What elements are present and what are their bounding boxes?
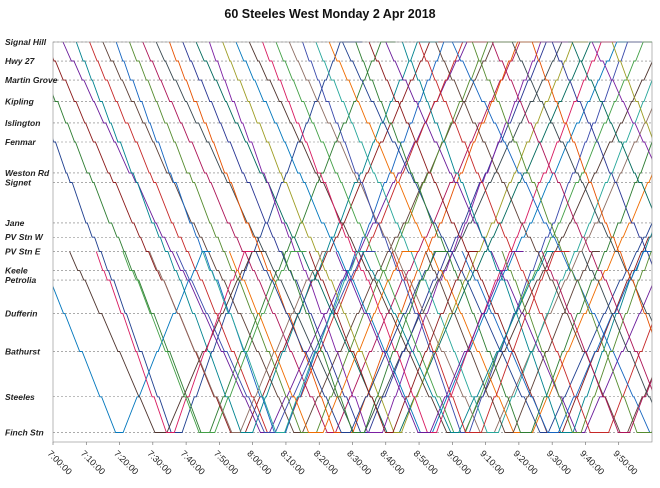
trip-line: [53, 41, 363, 433]
x-tick-label: 8:30:00: [345, 448, 373, 476]
x-tick-label: 7:20:00: [112, 448, 140, 476]
trip-line: [169, 41, 553, 433]
trip-line: [541, 251, 652, 433]
stop-label: Dufferin: [5, 308, 37, 318]
trip-line: [611, 41, 652, 139]
x-tick-label: 9:40:00: [578, 448, 606, 476]
trip-line: [75, 41, 439, 433]
trip-line: [501, 251, 652, 433]
stop-label: Petrolia: [5, 275, 36, 285]
x-tick-label: 7:50:00: [212, 448, 240, 476]
x-tick-label: 7:00:00: [46, 448, 74, 476]
trip-line: [175, 251, 376, 433]
x-tick-label: 9:00:00: [445, 448, 473, 476]
x-tick-label: 8:20:00: [312, 448, 340, 476]
time-tick-labels: 7:00:00 7:10:00 7:20:00 7:30:00 7:40:00 7:50:…: [46, 448, 640, 476]
stop-label: Martin Grove: [5, 75, 58, 85]
stop-label: Steeles: [5, 392, 35, 402]
trip-line: [451, 41, 652, 433]
stop-label: Fenmar: [5, 137, 36, 147]
trip-line: [418, 41, 652, 433]
stop-label: Hwy 27: [5, 56, 36, 66]
stop-label: Weston Rd: [5, 168, 50, 178]
trip-line: [342, 41, 652, 433]
stop-label: Signet: [5, 177, 32, 187]
trip-line: [531, 41, 652, 334]
trip-line: [461, 251, 652, 433]
trip-line: [53, 251, 211, 433]
trip-line: [149, 251, 330, 433]
trip-line: [315, 41, 652, 433]
stop-label: Jane: [5, 218, 25, 228]
trip-line: [308, 251, 478, 433]
x-tick-label: 8:50:00: [412, 448, 440, 476]
stop-label: PV Stn E: [5, 247, 41, 257]
trip-line: [53, 41, 396, 433]
trip-line: [302, 41, 643, 433]
stop-label: Bathurst: [5, 347, 41, 357]
x-tick-label: 7:10:00: [79, 448, 107, 476]
trip-line: [155, 41, 584, 433]
trip-line: [255, 251, 444, 433]
trip-line: [95, 251, 254, 433]
stop-label: Keele: [5, 266, 28, 276]
stop-label: Finch Stn: [5, 427, 44, 437]
trip-line: [391, 251, 570, 433]
trip-line: [335, 251, 524, 433]
trip-line: [122, 251, 306, 433]
stop-label: Kipling: [5, 97, 35, 107]
x-tick-label: 8:40:00: [378, 448, 406, 476]
stop-label: PV Stn W: [5, 232, 44, 242]
trip-line: [355, 41, 652, 433]
x-tick-label: 9:20:00: [511, 448, 539, 476]
trip-lines: [53, 41, 652, 433]
trip-line: [435, 41, 652, 433]
trip-line: [425, 251, 600, 433]
trip-line: [551, 41, 652, 266]
trip-line: [471, 41, 652, 433]
trip-line: [102, 41, 508, 433]
chart-title: 60 Steeles West Monday 2 Apr 2018: [224, 7, 436, 21]
trip-line: [202, 251, 366, 433]
trip-line: [581, 251, 652, 404]
trip-line: [129, 41, 517, 433]
trip-line: [401, 41, 652, 433]
trip-line: [385, 41, 652, 433]
trip-line: [491, 41, 652, 391]
x-tick-label: 9:50:00: [611, 448, 639, 476]
trip-line: [208, 41, 569, 433]
trip-line: [235, 41, 638, 433]
x-tick-label: 7:40:00: [179, 448, 207, 476]
stop-labels: Signal Hill Hwy 27 Martin Grove Kipling Isli…: [5, 37, 58, 437]
trip-line: [282, 251, 446, 433]
trip-line: [182, 41, 562, 433]
x-tick-label: 7:30:00: [145, 448, 173, 476]
stop-label: Islington: [5, 118, 40, 128]
trip-line: [228, 251, 419, 433]
stop-label: Signal Hill: [5, 37, 47, 47]
x-tick-label: 9:30:00: [545, 448, 573, 476]
x-tick-label: 8:00:00: [245, 448, 273, 476]
trip-line: [362, 251, 557, 433]
x-tick-label: 9:10:00: [478, 448, 506, 476]
plot-frame: [52, 41, 653, 445]
trip-line: [195, 41, 612, 433]
trip-line: [511, 41, 652, 323]
trip-line: [288, 41, 652, 433]
trip-line: [142, 41, 534, 433]
trip-line: [222, 41, 589, 433]
trip-line: [571, 41, 652, 210]
x-tick-label: 8:10:00: [279, 448, 307, 476]
